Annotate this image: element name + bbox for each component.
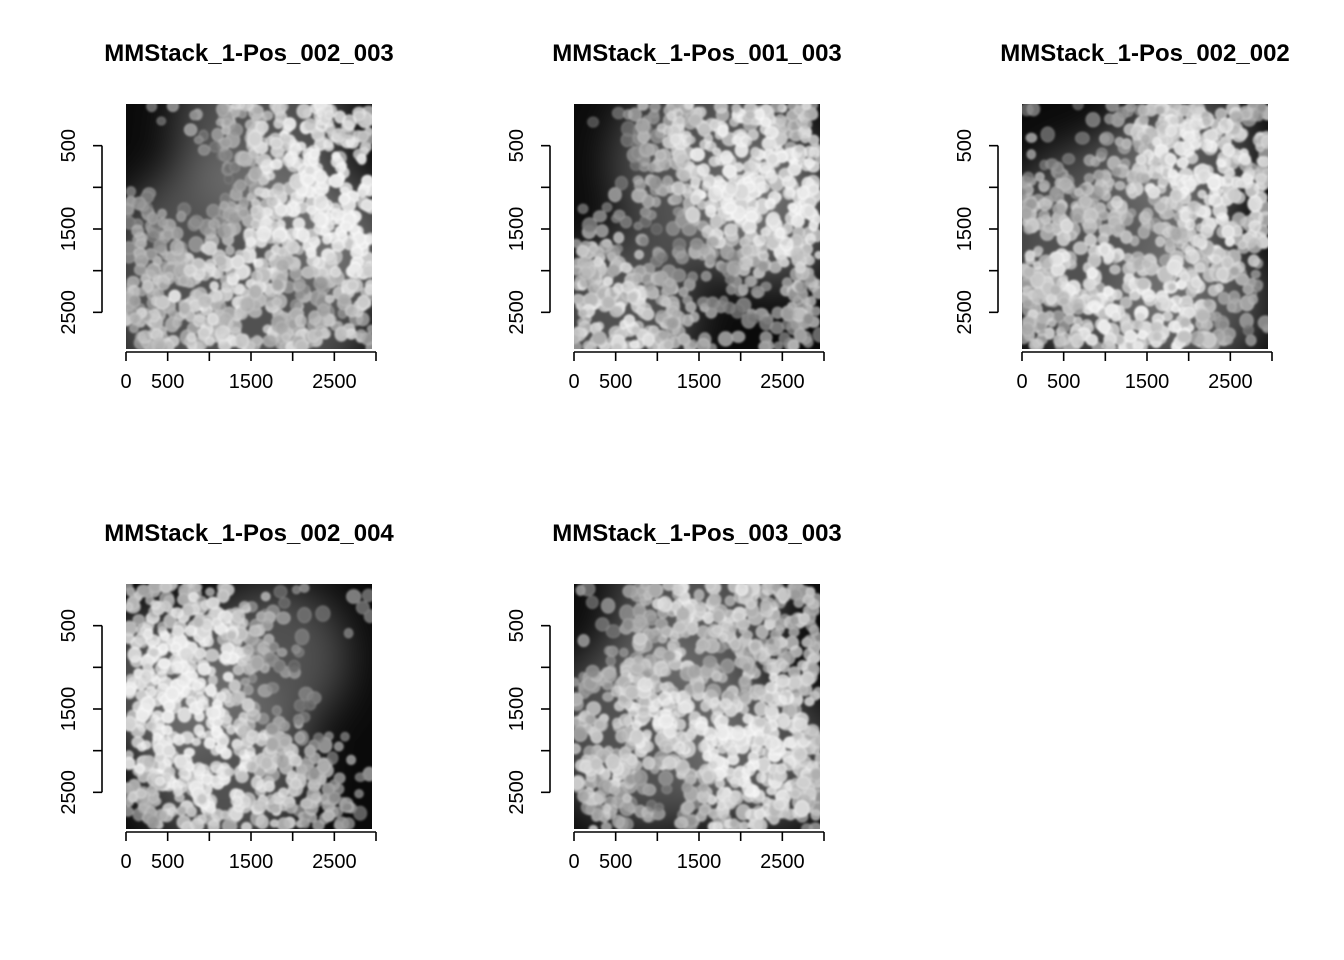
micrograph-image (574, 584, 820, 829)
x-tick-label: 0 (120, 851, 131, 873)
panel-title: MMStack_1-Pos_001_003 (552, 40, 842, 67)
x-tick-label: 2500 (312, 851, 357, 873)
x-tick-label: 2500 (760, 371, 805, 393)
x-axis: 0 500 1500 2500 (568, 831, 825, 873)
panel: MMStack_1-Pos_003_003 0 500 1500 2500 500 1500… (506, 520, 842, 873)
y-tick-label: 1500 (506, 687, 528, 732)
y-axis: 500 1500 2500 (506, 609, 551, 815)
y-tick-label: 2500 (58, 770, 80, 815)
y-axis: 500 1500 2500 (506, 129, 551, 335)
panel: MMStack_1-Pos_002_002 0 500 1500 2500 500 1500… (954, 40, 1290, 393)
y-axis: 500 1500 2500 (58, 609, 103, 815)
x-tick-label: 500 (151, 371, 184, 393)
x-tick-label: 1500 (1125, 371, 1170, 393)
x-tick-label: 500 (599, 851, 632, 873)
micrograph-image (574, 104, 820, 349)
micrograph-image (1022, 104, 1268, 349)
y-tick-label: 2500 (506, 290, 528, 335)
x-tick-label: 0 (1016, 371, 1027, 393)
y-tick-label: 500 (954, 129, 976, 162)
panel: MMStack_1-Pos_002_003 0 500 1500 2500 500 1500… (58, 40, 394, 393)
panel-title: MMStack_1-Pos_002_002 (1000, 40, 1290, 67)
x-tick-label: 500 (1047, 371, 1080, 393)
x-axis: 0 500 1500 2500 (120, 351, 377, 393)
x-tick-label: 2500 (760, 851, 805, 873)
x-tick-label: 0 (568, 851, 579, 873)
panel: MMStack_1-Pos_002_004 0 500 1500 2500 500 1500… (58, 520, 394, 873)
panel-title: MMStack_1-Pos_003_003 (552, 520, 842, 547)
panel-title: MMStack_1-Pos_002_003 (104, 40, 394, 67)
x-tick-label: 2500 (312, 371, 357, 393)
y-tick-label: 1500 (58, 207, 80, 252)
x-tick-label: 1500 (229, 371, 274, 393)
panel: MMStack_1-Pos_001_003 0 500 1500 2500 500 1500… (506, 40, 842, 393)
x-tick-label: 1500 (677, 851, 722, 873)
x-tick-label: 0 (568, 371, 579, 393)
micrograph-image (126, 104, 372, 349)
y-tick-label: 500 (58, 129, 80, 162)
x-tick-label: 0 (120, 371, 131, 393)
y-tick-label: 1500 (506, 207, 528, 252)
y-tick-label: 2500 (58, 290, 80, 335)
x-tick-label: 500 (151, 851, 184, 873)
panel-grid: MMStack_1-Pos_002_003 0 500 1500 2500 500 1500… (58, 40, 1290, 873)
x-axis: 0 500 1500 2500 (568, 351, 825, 393)
x-axis: 0 500 1500 2500 (120, 831, 377, 873)
x-axis: 0 500 1500 2500 (1016, 351, 1273, 393)
y-axis: 500 1500 2500 (954, 129, 999, 335)
y-tick-label: 2500 (506, 770, 528, 815)
micrograph-image (126, 584, 372, 829)
x-tick-label: 1500 (229, 851, 274, 873)
y-tick-label: 500 (506, 129, 528, 162)
x-tick-label: 2500 (1208, 371, 1253, 393)
y-axis: 500 1500 2500 (58, 129, 103, 335)
y-tick-label: 1500 (58, 687, 80, 732)
y-tick-label: 500 (58, 609, 80, 642)
x-tick-label: 1500 (677, 371, 722, 393)
x-tick-label: 500 (599, 371, 632, 393)
panel-title: MMStack_1-Pos_002_004 (104, 520, 394, 547)
y-tick-label: 1500 (954, 207, 976, 252)
y-tick-label: 2500 (954, 290, 976, 335)
y-tick-label: 500 (506, 609, 528, 642)
